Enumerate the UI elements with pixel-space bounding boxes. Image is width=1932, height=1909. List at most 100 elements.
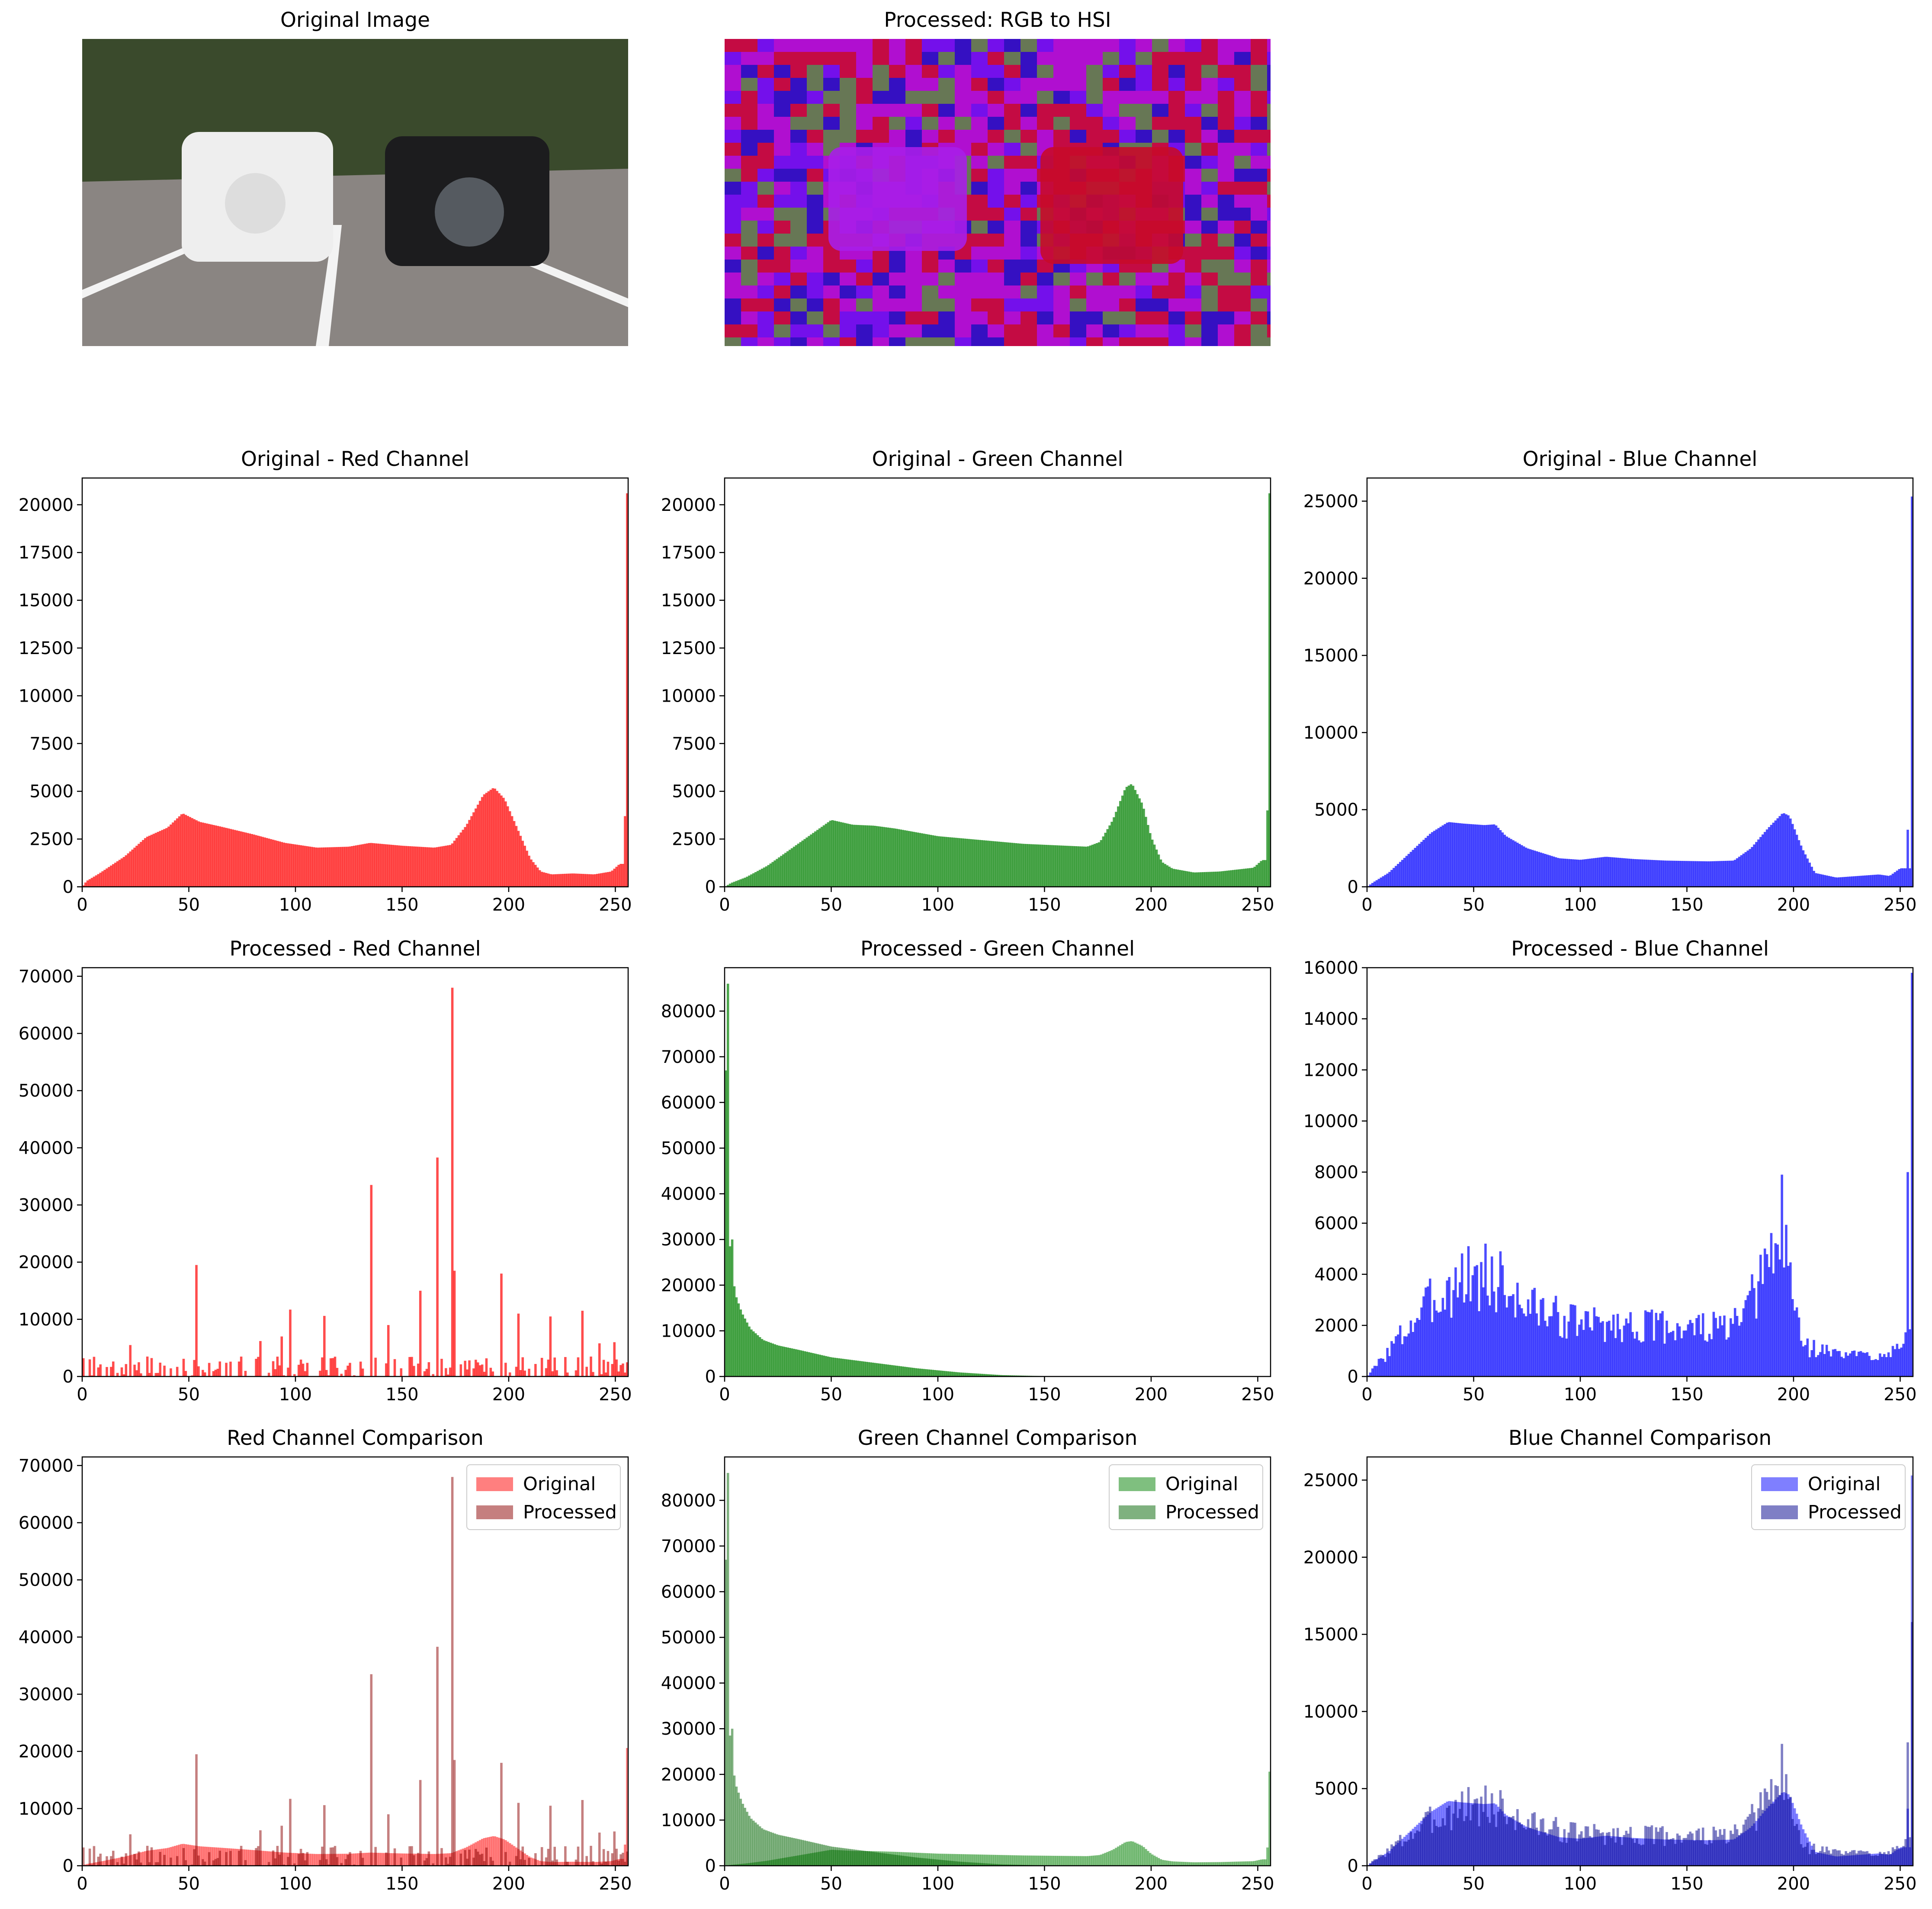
histogram-bar [1221,871,1224,887]
histogram-bar [446,1374,449,1376]
hsi-block [741,39,757,52]
histogram-bar [297,845,300,887]
histogram-bar [1589,1327,1592,1376]
histogram-bar [199,822,202,887]
histogram-bar [97,874,100,887]
histogram-bar [519,836,522,887]
histogram-bar [831,1846,834,1866]
histogram-bar [1405,1336,1408,1376]
hsi-block [790,260,807,273]
histogram-bar [293,1853,296,1866]
histogram-bar [385,1363,388,1376]
histogram-bar [496,1837,498,1866]
hsi-block [1119,78,1136,91]
histogram-bar [583,1862,586,1866]
histogram-bar [415,1854,417,1866]
histogram-bar [1395,866,1397,887]
histogram-bar [1909,1329,1911,1376]
histogram-bar [1388,1356,1391,1376]
histogram-bar [1460,1253,1463,1376]
hsi-block [938,298,955,311]
histogram-bar [1223,871,1226,887]
histogram-bar [148,1850,151,1866]
histogram-bar [1110,821,1113,887]
histogram-bar [1685,1330,1688,1376]
hsi-block [1021,117,1037,130]
histogram-bar [872,1363,874,1376]
hsi-block [856,52,873,65]
y-tick-label: 17500 [661,543,716,563]
hsi-block [823,311,840,324]
histogram-bar [912,831,915,887]
hsi-block [790,221,807,234]
histogram-bar [425,847,428,887]
histogram-bar [176,1367,179,1376]
hsi-block [1201,234,1218,247]
histogram-bar [267,838,270,887]
x-tick-label: 250 [1884,895,1916,915]
histogram-bar [590,1845,592,1866]
hsi-block [725,91,741,104]
histogram-bar [850,824,853,887]
histogram-bar [1033,1855,1037,1866]
hsi-block [1004,65,1021,78]
hsi-block [905,117,922,130]
histogram-bar [942,1854,945,1866]
hsi-block [1267,78,1271,91]
histogram-bar [1157,1858,1160,1866]
histogram-bar [844,823,847,887]
x-tick-label: 100 [921,1874,954,1894]
hsi-block [1201,169,1218,182]
histogram-bar [1065,846,1069,887]
histogram-bar [1806,858,1809,887]
histogram-bar [1640,1342,1643,1376]
histogram-bar [1768,827,1771,887]
histogram-bar [1529,849,1532,887]
histogram-bar [272,1361,275,1376]
histogram-bar [1416,846,1419,887]
histogram-bar [106,868,108,887]
histogram-bar [765,866,768,887]
histogram-bar [1412,1838,1415,1866]
hsi-block [1070,78,1086,91]
histogram-bar [1572,859,1574,887]
histogram-bar [1268,493,1271,887]
histogram-bar [551,874,554,887]
hsi-block [971,169,988,182]
hsi-block [807,169,823,182]
hsi-block [1218,65,1234,78]
hsi-block [1218,169,1234,182]
hsi-block [889,104,905,117]
histogram-bar [462,1848,465,1866]
histogram-bar [1753,1812,1755,1866]
histogram-bar [961,1861,964,1866]
histogram-bar [763,1829,766,1866]
histogram-bar [1698,1829,1700,1866]
histogram-bar [231,829,234,887]
histogram-bar [1264,860,1267,887]
hsi-block [741,182,757,195]
y-tick-label: 30000 [19,1195,74,1215]
hsi-block [774,39,790,52]
histogram-bar [1253,866,1256,887]
hsi-block [873,260,889,273]
y-tick-label: 30000 [661,1230,716,1250]
hsi-block [757,117,774,130]
x-tick-label: 200 [492,895,525,915]
hsi-block [790,156,807,169]
histogram-bar [982,1863,985,1866]
histogram-bar [999,1864,1002,1866]
histogram-bar [902,1855,904,1866]
histogram-bar [1770,1779,1773,1866]
hsi-block [1070,273,1086,286]
histogram-bar [186,1844,189,1866]
histogram-bar [850,1360,853,1376]
axes-frame [724,967,1271,1377]
histogram-bar [154,833,157,887]
histogram-bar [1791,1819,1794,1866]
hsi-block [790,78,807,91]
y-tick-label: 10000 [19,1799,74,1819]
histogram-bar [950,1371,953,1376]
histogram-bar [1742,853,1745,887]
histogram-bar [223,1848,225,1866]
